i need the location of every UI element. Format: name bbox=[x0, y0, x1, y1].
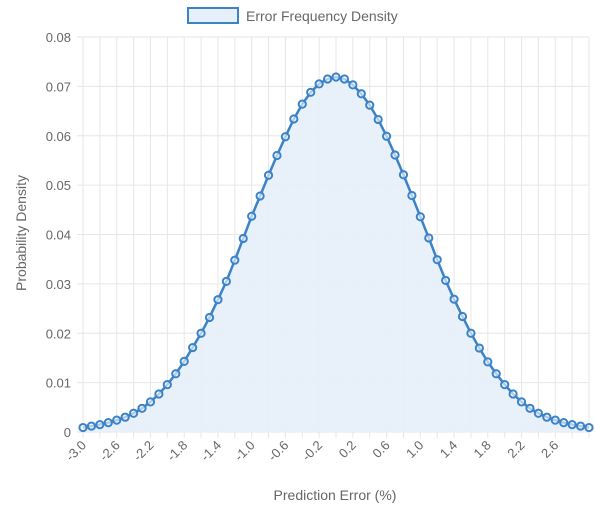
data-point[interactable] bbox=[306, 87, 316, 97]
x-axis-title: Prediction Error (%) bbox=[274, 487, 397, 503]
y-tick-label: 0.07 bbox=[46, 79, 71, 94]
data-point[interactable] bbox=[78, 422, 88, 433]
y-tick-label: 0.08 bbox=[46, 30, 71, 45]
data-point[interactable] bbox=[95, 419, 105, 430]
data-point[interactable] bbox=[525, 403, 535, 413]
data-point[interactable] bbox=[247, 211, 257, 221]
data-point[interactable] bbox=[390, 150, 400, 160]
data-point[interactable] bbox=[129, 408, 139, 418]
x-tick-label: 1.4 bbox=[437, 438, 460, 461]
data-point[interactable] bbox=[154, 389, 164, 399]
data-point[interactable] bbox=[559, 418, 569, 428]
data-point[interactable] bbox=[196, 328, 206, 338]
x-tick-label: -2.2 bbox=[130, 438, 156, 464]
data-point[interactable] bbox=[145, 397, 156, 407]
data-point[interactable] bbox=[550, 415, 560, 425]
data-point[interactable] bbox=[238, 233, 248, 244]
data-point[interactable] bbox=[339, 74, 350, 84]
x-tick-label: 1.8 bbox=[471, 438, 494, 461]
data-point[interactable] bbox=[382, 131, 392, 141]
data-point[interactable] bbox=[584, 422, 594, 433]
x-tick-label: 0.2 bbox=[336, 438, 359, 461]
data-point[interactable] bbox=[474, 343, 484, 353]
data-point[interactable] bbox=[221, 276, 231, 287]
data-point[interactable] bbox=[263, 170, 274, 180]
data-point[interactable] bbox=[398, 170, 409, 180]
legend[interactable]: Error Frequency Density bbox=[187, 7, 398, 24]
data-point[interactable] bbox=[533, 408, 544, 418]
y-tick-label: 0 bbox=[64, 425, 71, 440]
data-point[interactable] bbox=[272, 150, 282, 161]
data-point[interactable] bbox=[162, 380, 172, 390]
x-tick-label: -0.2 bbox=[299, 438, 325, 464]
data-point[interactable] bbox=[457, 311, 468, 322]
data-point[interactable] bbox=[365, 100, 375, 110]
data-point[interactable] bbox=[230, 255, 240, 265]
y-axis-title: Probability Density bbox=[13, 175, 29, 291]
data-point[interactable] bbox=[331, 72, 341, 82]
x-tick-label: -1.0 bbox=[231, 438, 257, 464]
data-point[interactable] bbox=[314, 79, 324, 89]
data-point[interactable] bbox=[483, 357, 493, 367]
data-point[interactable] bbox=[280, 132, 290, 142]
data-point[interactable] bbox=[441, 275, 451, 286]
data-point[interactable] bbox=[112, 415, 122, 425]
data-point[interactable] bbox=[297, 99, 307, 109]
x-tick-label: -0.6 bbox=[265, 438, 291, 464]
data-point[interactable] bbox=[137, 403, 147, 413]
data-point[interactable] bbox=[567, 419, 577, 430]
data-point[interactable] bbox=[348, 80, 358, 90]
data-point[interactable] bbox=[289, 114, 299, 124]
data-point[interactable] bbox=[356, 89, 366, 99]
data-point[interactable] bbox=[179, 356, 189, 366]
x-tick-label: 1.0 bbox=[403, 438, 426, 461]
data-point[interactable] bbox=[86, 421, 97, 431]
y-tick-label: 0.06 bbox=[46, 129, 71, 144]
data-point[interactable] bbox=[542, 412, 552, 422]
y-tick-label: 0.01 bbox=[46, 376, 71, 391]
data-point[interactable] bbox=[516, 397, 527, 407]
y-tick-label: 0.05 bbox=[46, 178, 71, 193]
data-point[interactable] bbox=[213, 295, 223, 305]
data-point[interactable] bbox=[188, 342, 198, 353]
data-point[interactable] bbox=[449, 294, 459, 304]
data-point[interactable] bbox=[415, 212, 425, 222]
data-point[interactable] bbox=[500, 380, 510, 390]
area-layer bbox=[83, 76, 589, 433]
x-tick-label: 2.6 bbox=[538, 438, 561, 461]
data-point[interactable] bbox=[204, 312, 215, 323]
point-layer bbox=[78, 72, 594, 433]
data-point[interactable] bbox=[255, 191, 265, 201]
y-tick-label: 0.04 bbox=[46, 228, 71, 243]
density-area bbox=[83, 76, 589, 433]
x-tick-label: 2.2 bbox=[504, 438, 527, 461]
data-point[interactable] bbox=[466, 328, 476, 338]
data-point[interactable] bbox=[508, 389, 518, 399]
x-tick-label: -3.0 bbox=[63, 438, 89, 464]
y-tick-label: 0.03 bbox=[46, 277, 71, 292]
data-point[interactable] bbox=[424, 233, 434, 243]
data-point[interactable] bbox=[491, 369, 501, 379]
legend-label[interactable]: Error Frequency Density bbox=[246, 8, 398, 24]
data-point[interactable] bbox=[120, 412, 130, 422]
x-tick-label: -1.8 bbox=[164, 438, 190, 464]
y-tick-label: 0.02 bbox=[46, 326, 71, 341]
data-point[interactable] bbox=[322, 74, 333, 84]
data-point[interactable] bbox=[171, 369, 181, 379]
legend-swatch[interactable] bbox=[187, 7, 239, 24]
data-point[interactable] bbox=[373, 114, 383, 125]
x-tick-label: -1.4 bbox=[198, 438, 224, 464]
data-point[interactable] bbox=[103, 418, 113, 428]
data-point[interactable] bbox=[432, 255, 442, 265]
x-tick-label: 0.6 bbox=[369, 438, 392, 461]
x-tick-label: -2.6 bbox=[96, 438, 122, 464]
data-point[interactable] bbox=[407, 190, 417, 201]
data-point[interactable] bbox=[575, 421, 586, 431]
